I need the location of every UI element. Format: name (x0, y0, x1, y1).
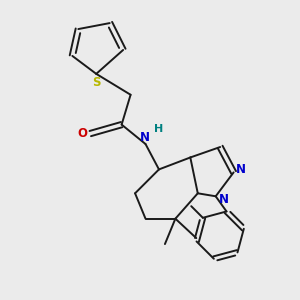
Text: H: H (154, 124, 164, 134)
Text: N: N (236, 163, 246, 176)
Text: N: N (219, 194, 229, 206)
Text: S: S (92, 76, 100, 89)
Text: N: N (140, 131, 150, 144)
Text: O: O (77, 127, 87, 140)
